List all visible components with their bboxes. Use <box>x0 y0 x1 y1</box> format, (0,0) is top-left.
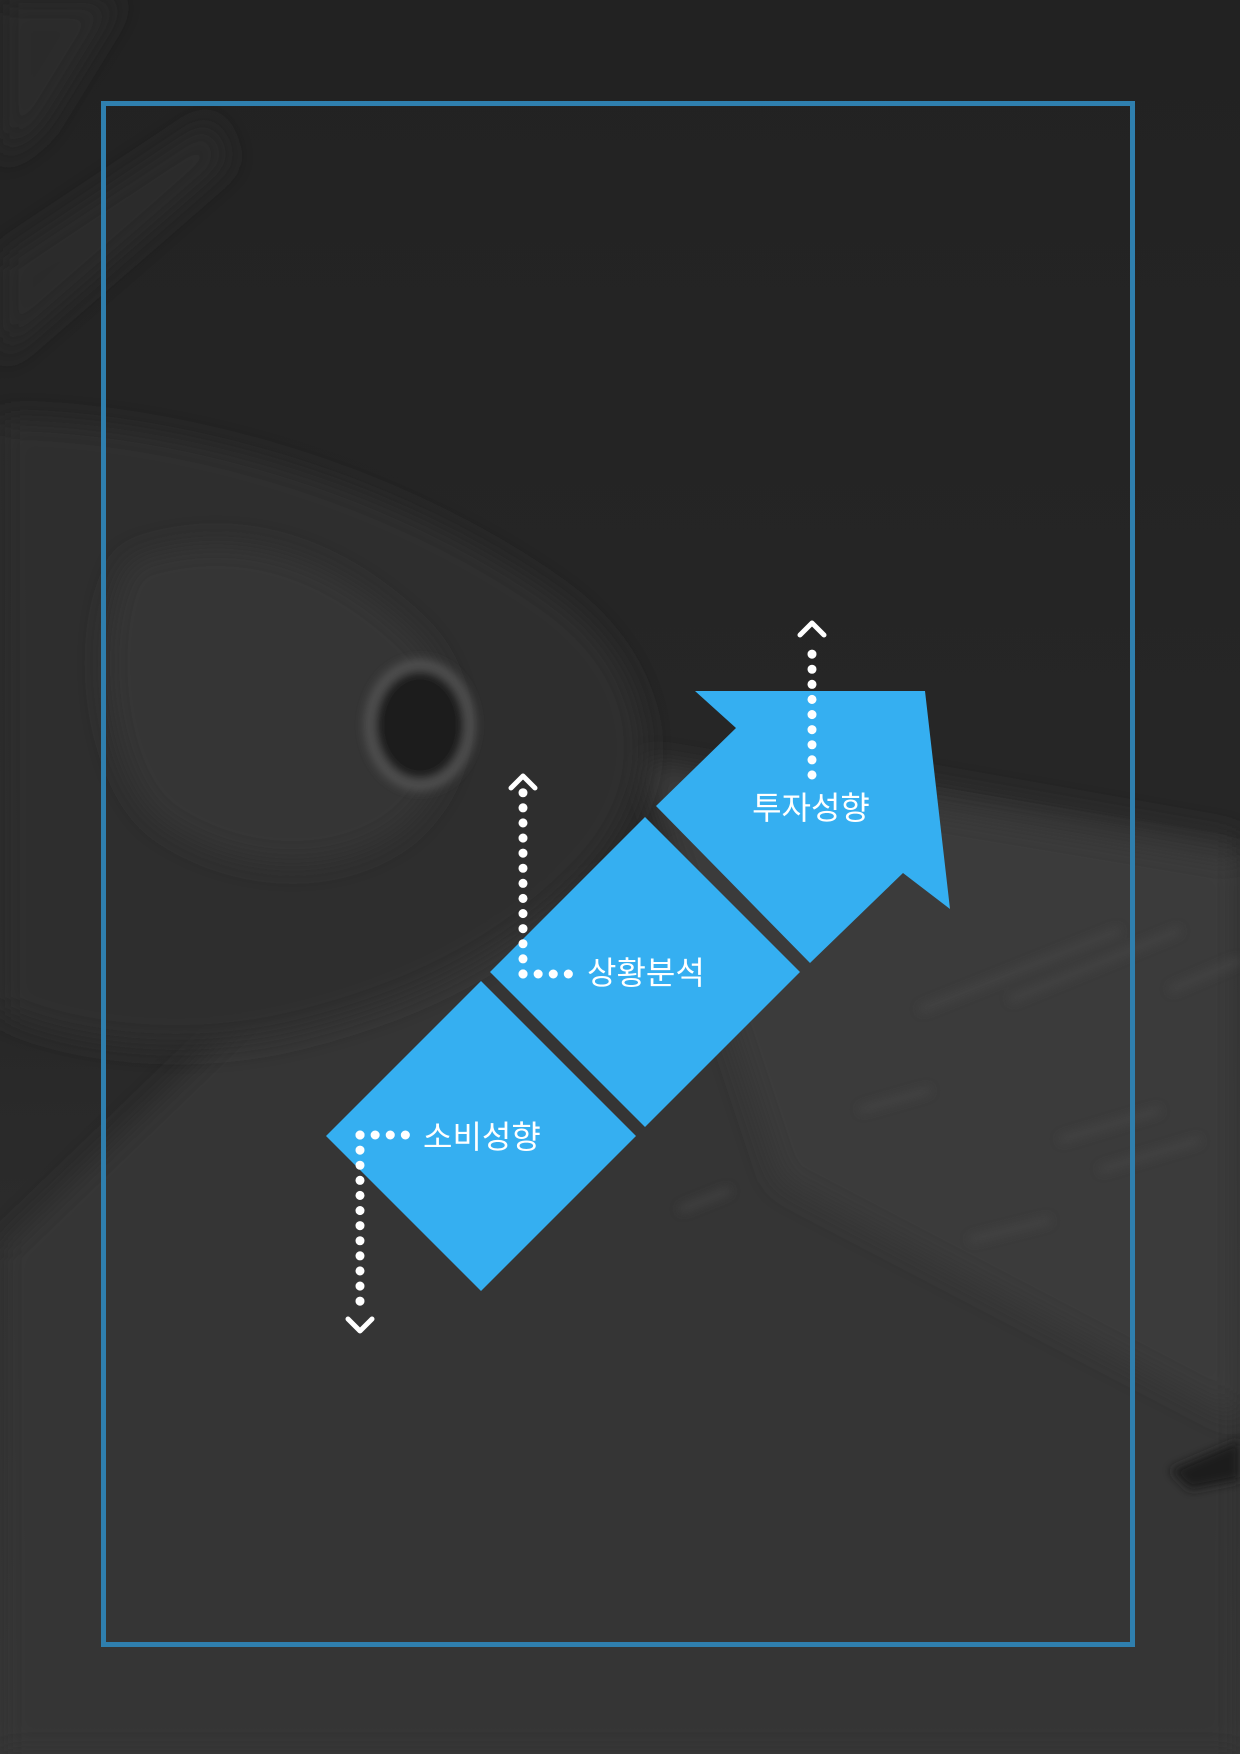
step-3-label: 투자성향 <box>752 789 870 827</box>
step-1-diamond <box>326 981 636 1291</box>
step-2-label: 상황분석 <box>587 954 705 992</box>
step-1-label: 소비성향 <box>423 1118 541 1156</box>
step-3-connector <box>797 620 827 780</box>
chevron-down-icon <box>345 1316 375 1334</box>
step-2-connector <box>508 773 577 979</box>
step-3-arrowhead <box>656 691 950 963</box>
chevron-up-icon <box>797 620 827 638</box>
frame-border <box>101 101 1135 1647</box>
step-2-diamond <box>490 817 800 1127</box>
step-1-connector <box>345 1130 414 1334</box>
chevron-up-icon <box>508 773 538 791</box>
